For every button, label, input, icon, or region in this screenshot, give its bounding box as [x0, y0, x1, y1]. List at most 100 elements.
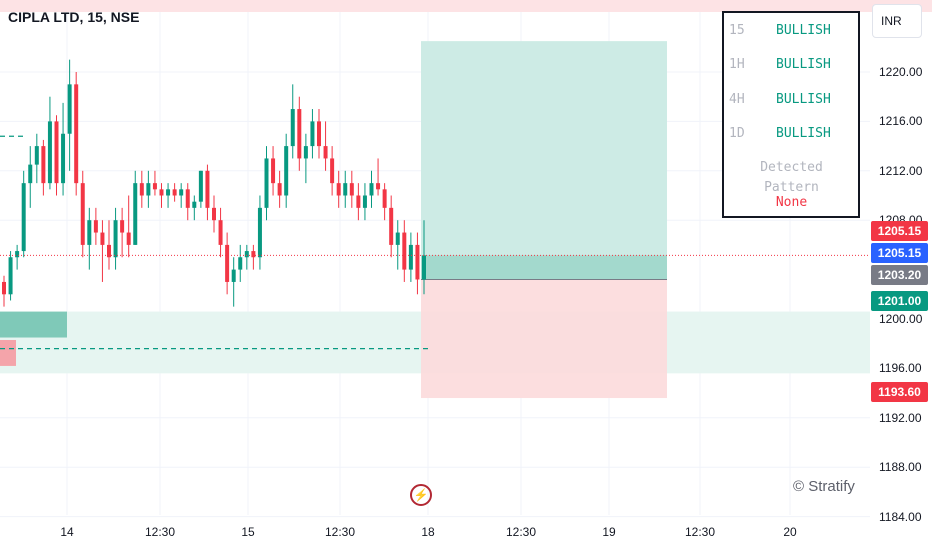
lightning-icon[interactable]: ⚡ — [410, 484, 432, 506]
trend-row-1h: 1H BULLISH — [729, 55, 854, 75]
candle-body — [323, 146, 328, 159]
candle — [310, 109, 315, 159]
candle — [277, 170, 282, 208]
candle-body — [34, 146, 39, 165]
candle-body — [244, 251, 249, 258]
target-zone — [421, 41, 667, 280]
candle — [172, 183, 177, 202]
candle — [100, 220, 105, 282]
candle-body — [87, 220, 92, 245]
candle — [159, 183, 164, 208]
y-tick-label: 1200.00 — [879, 312, 923, 326]
x-tick-label: 12:30 — [684, 525, 716, 539]
position-zones — [0, 41, 870, 399]
candle-body — [185, 189, 190, 208]
candle — [54, 115, 59, 196]
candle — [61, 102, 66, 196]
candle-body — [100, 232, 105, 245]
candle-body — [303, 146, 308, 159]
candle-body — [47, 121, 52, 184]
candle — [87, 207, 92, 270]
candle — [8, 251, 13, 301]
candle — [2, 275, 6, 307]
candle-body — [74, 84, 79, 184]
candle — [290, 84, 295, 159]
top-band — [0, 0, 932, 12]
candle-body — [139, 183, 144, 196]
candle — [113, 207, 118, 270]
candles — [2, 59, 426, 307]
candle-body — [271, 158, 276, 184]
currency-label[interactable]: INR — [872, 4, 922, 38]
candle-body — [2, 281, 6, 295]
candle — [93, 207, 98, 245]
candle-body — [15, 251, 20, 258]
candle — [212, 195, 216, 233]
candle — [231, 257, 236, 307]
candle — [238, 244, 243, 282]
x-tick-label: 12:30 — [505, 525, 537, 539]
timeframe-label: 4H — [729, 92, 745, 107]
candle — [402, 220, 407, 282]
candle-body — [107, 244, 111, 258]
candle — [34, 133, 39, 184]
candle — [382, 183, 387, 221]
candle — [303, 133, 308, 184]
candle-body — [343, 183, 348, 196]
y-tick-label: 1220.00 — [879, 65, 923, 79]
stop-zone — [421, 279, 667, 399]
candle — [166, 183, 171, 208]
candle — [179, 183, 184, 208]
candle-body — [67, 84, 72, 134]
candle — [356, 183, 361, 221]
price-tag: 1193.60 — [871, 382, 928, 402]
candle — [133, 170, 138, 245]
candle — [376, 158, 381, 196]
candle — [244, 244, 249, 270]
candle-body — [408, 244, 413, 270]
y-tick-label: 1192.00 — [879, 410, 922, 425]
candle — [74, 72, 79, 196]
trend-row-4h: 4H BULLISH — [729, 90, 854, 110]
pattern-value-row: None — [729, 193, 854, 213]
candle — [349, 170, 354, 208]
candle — [362, 183, 367, 221]
chart-title: CIPLA LTD, 15, NSE — [8, 9, 140, 25]
candle-body — [93, 220, 98, 233]
candle — [271, 146, 276, 196]
candle-body — [8, 257, 13, 295]
target-zone-fill — [421, 255, 667, 280]
candle — [152, 170, 157, 196]
trend-value: BULLISH — [776, 57, 831, 72]
candle-body — [54, 121, 59, 184]
x-tick-label: 20 — [783, 525, 797, 539]
candle-body — [28, 164, 33, 184]
candle-body — [80, 183, 85, 245]
candle-body — [277, 183, 282, 196]
candle — [15, 244, 20, 270]
candle — [389, 195, 394, 258]
candle — [343, 170, 348, 208]
candle-body — [389, 207, 394, 245]
trend-row-1d: 1D BULLISH — [729, 124, 854, 144]
timeframe-label: 1D — [729, 126, 745, 141]
candle-body — [422, 255, 426, 280]
candle-body — [402, 232, 407, 270]
candle — [317, 109, 321, 159]
candle-body — [238, 257, 243, 270]
candle — [257, 195, 262, 270]
candle-body — [126, 232, 131, 245]
candle-body — [284, 146, 289, 196]
candle — [284, 133, 289, 208]
candle-body — [41, 146, 46, 184]
candle — [120, 207, 125, 258]
candle — [192, 195, 197, 221]
candle — [139, 170, 144, 208]
candle-body — [251, 251, 256, 258]
candle-body — [231, 269, 236, 282]
candle — [264, 146, 269, 221]
candle — [28, 146, 33, 208]
candle-body — [133, 183, 138, 245]
candle-body — [356, 195, 361, 208]
